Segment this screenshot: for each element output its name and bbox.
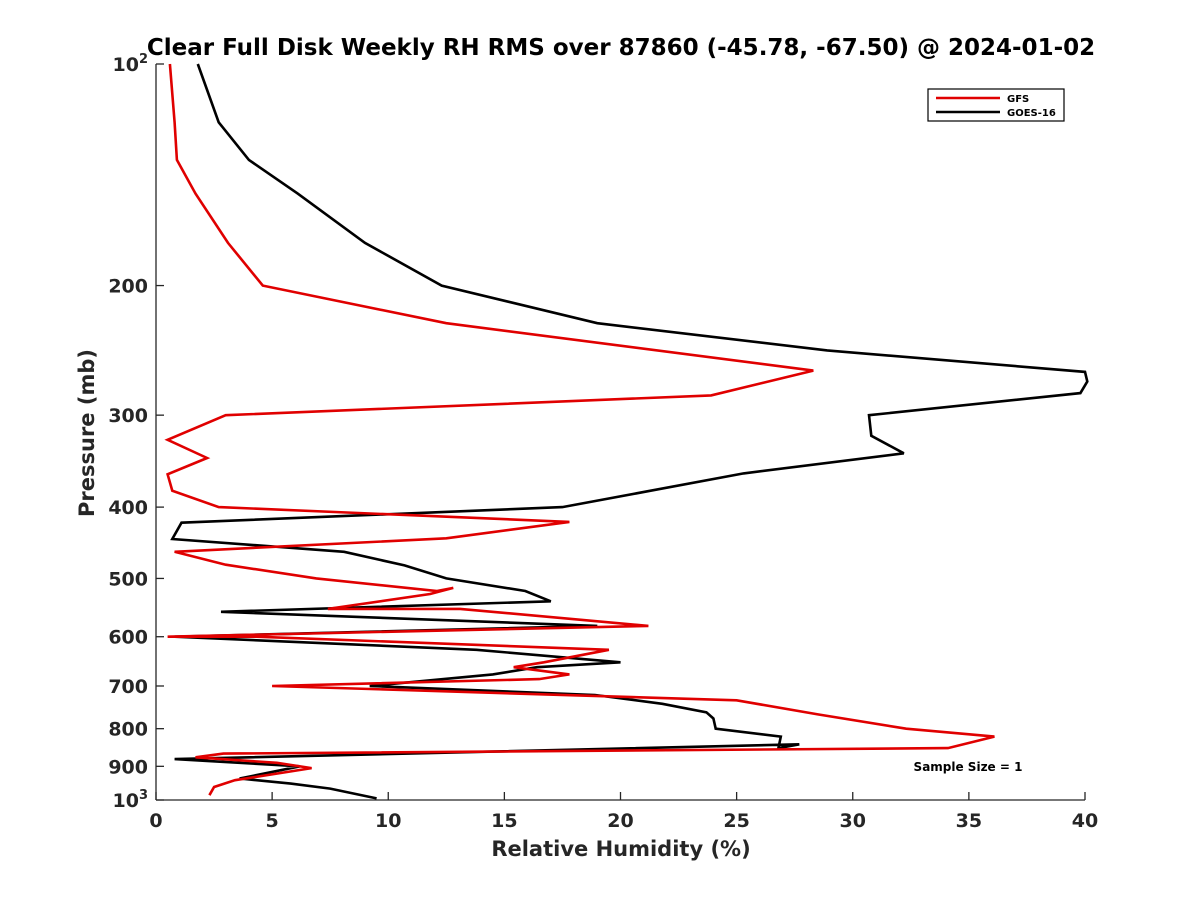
x-tick-label: 25 bbox=[723, 810, 749, 832]
chart-title: Clear Full Disk Weekly RH RMS over 87860… bbox=[147, 35, 1095, 61]
plot-area: 0 5 10 15 20 25 30 35 40 102 200 300 400 500 600 700 800… bbox=[108, 52, 1098, 832]
y-tick-label: 200 bbox=[108, 276, 148, 298]
y-tick-label: 700 bbox=[108, 676, 148, 698]
x-axis-label: Relative Humidity (%) bbox=[491, 837, 750, 861]
y-tick-label: 900 bbox=[108, 756, 148, 778]
y-axis-label: Pressure (mb) bbox=[75, 349, 99, 517]
legend-box bbox=[927, 88, 1065, 122]
x-tick-label: 35 bbox=[956, 810, 982, 832]
sample-size-note: Sample Size = 1 bbox=[914, 760, 1023, 774]
x-tick-label: 10 bbox=[375, 810, 401, 832]
x-tick-label: 20 bbox=[607, 810, 633, 832]
x-tick-label: 0 bbox=[149, 810, 162, 832]
y-tick-label: 500 bbox=[108, 568, 148, 590]
series-layer bbox=[164, 63, 1089, 800]
x-tick-label: 5 bbox=[266, 810, 279, 832]
legend: GFS GOES-16 bbox=[927, 88, 1065, 122]
y-tick-label: 800 bbox=[108, 719, 148, 741]
legend-label: GFS bbox=[1007, 94, 1029, 105]
series-line-goes-16 bbox=[170, 63, 1089, 800]
x-tick-label: 15 bbox=[491, 810, 517, 832]
x-tick-label: 30 bbox=[840, 810, 866, 832]
y-tick-label: 103 bbox=[113, 788, 149, 812]
y-tick-label: 600 bbox=[108, 627, 148, 649]
y-tick-label: 400 bbox=[108, 497, 148, 519]
y-tick-label: 102 bbox=[113, 52, 149, 76]
y-tick-label: 300 bbox=[108, 405, 148, 427]
legend-label: GOES-16 bbox=[1007, 108, 1056, 119]
x-tick-label: 40 bbox=[1072, 810, 1098, 832]
series-line-gfs bbox=[164, 63, 995, 796]
